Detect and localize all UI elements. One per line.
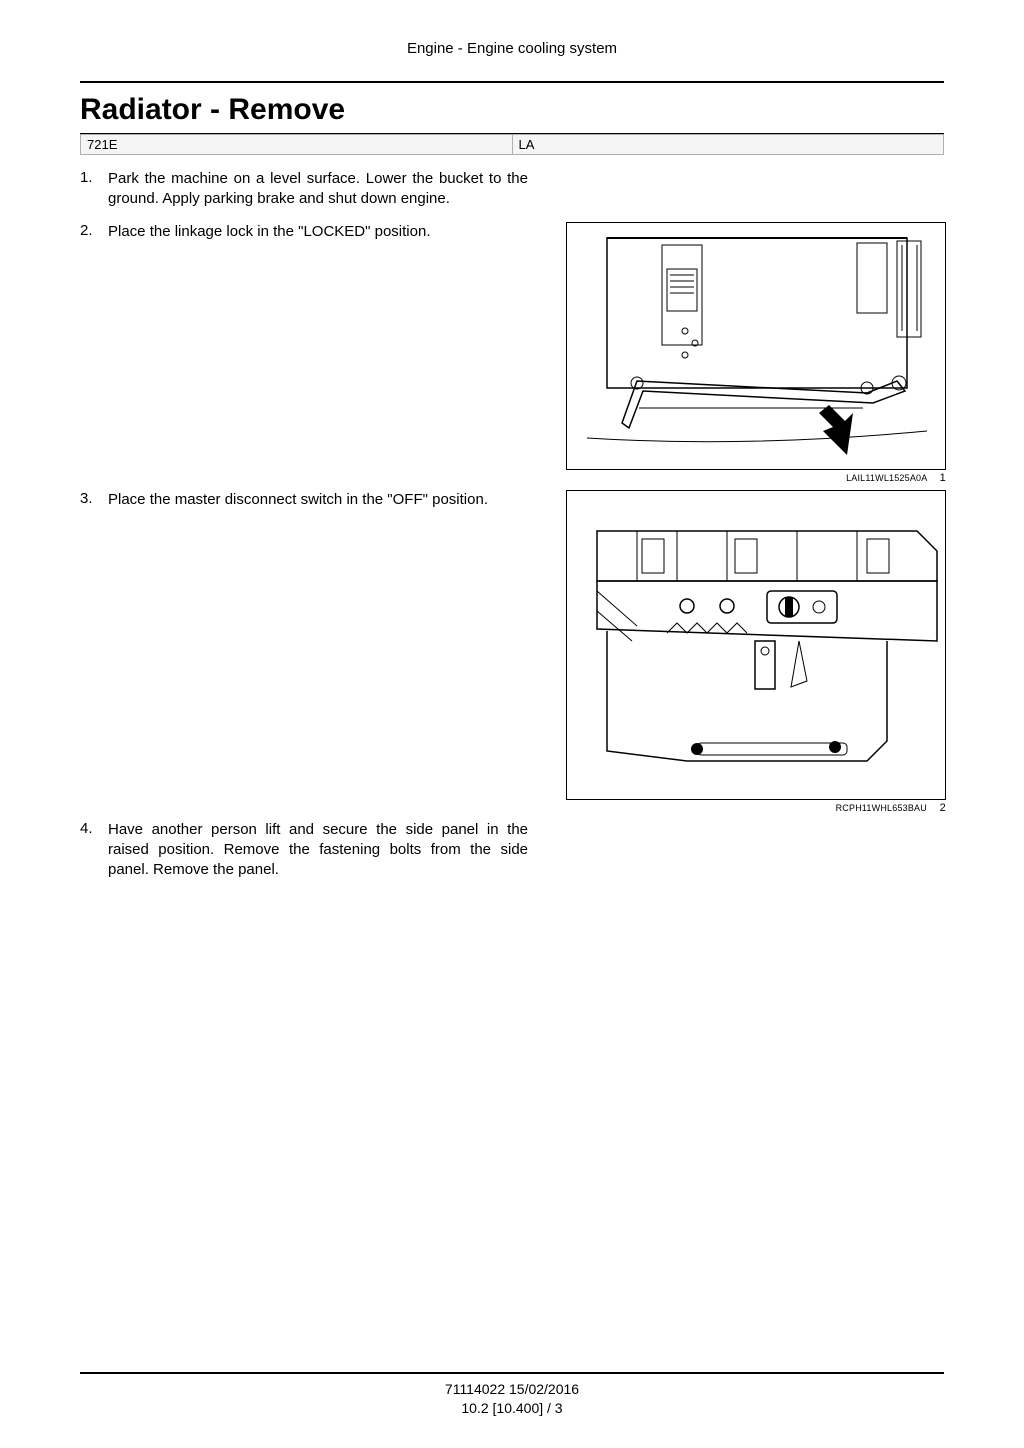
figure-2-caption-num: 2 [940,802,946,814]
step-3-number: 3. [80,490,108,507]
page-title: Radiator - Remove [80,93,944,127]
figure-1-caption: LAIL11WL1525A0A 1 [566,472,946,484]
model-row: 721E LA [80,134,944,155]
step-4: 4. Have another person lift and secure t… [80,820,944,881]
figure-2-svg [567,491,946,800]
step-2-text: Place the linkage lock in the "LOCKED" p… [108,222,431,242]
rule-bottom [80,1372,944,1374]
step-3-text: Place the master disconnect switch in th… [108,490,488,510]
step-2: 2. Place the linkage lock in the "LOCKED… [80,222,550,242]
figure-1-svg [567,223,946,470]
step-4-text: Have another person lift and secure the … [108,820,528,881]
figure-2-caption: RCPH11WHL653BAU 2 [566,802,946,814]
page-footer: 71114022 15/02/2016 10.2 [10.400] / 3 [80,1372,944,1418]
running-header: Engine - Engine cooling system [80,40,944,57]
figure-1-image [566,222,946,470]
footer-line-2: 10.2 [10.400] / 3 [80,1399,944,1418]
step-1-number: 1. [80,169,108,186]
figure-1: LAIL11WL1525A0A 1 [566,222,946,484]
figure-1-caption-num: 1 [940,472,946,484]
figure-2-image [566,490,946,800]
figure-2: RCPH11WHL653BAU 2 [566,490,946,814]
step-1: 1. Park the machine on a level surface. … [80,169,944,210]
footer-line-1: 71114022 15/02/2016 [80,1380,944,1399]
step-2-number: 2. [80,222,108,239]
step-3-row: 3. Place the master disconnect switch in… [80,490,944,814]
step-1-text: Park the machine on a level surface. Low… [108,169,528,210]
figure-1-caption-code: LAIL11WL1525A0A [846,473,927,483]
model-cell-left: 721E [81,135,513,154]
step-4-number: 4. [80,820,108,837]
step-3: 3. Place the master disconnect switch in… [80,490,550,510]
figure-2-caption-code: RCPH11WHL653BAU [836,803,927,813]
model-cell-right: LA [513,135,944,154]
rule-top [80,81,944,83]
step-2-row: 2. Place the linkage lock in the "LOCKED… [80,222,944,484]
